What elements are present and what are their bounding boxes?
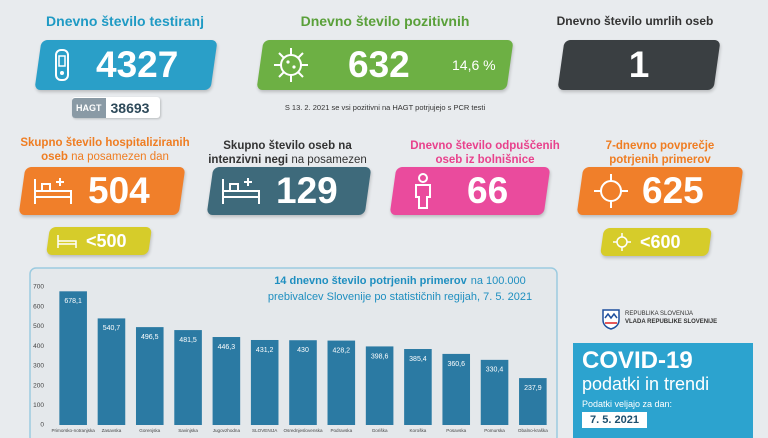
bar bbox=[212, 337, 241, 425]
y-tick-label: 700 bbox=[33, 284, 44, 291]
positive-box: 632 14,6 % bbox=[256, 40, 514, 90]
valid-date: 7. 5. 2021 bbox=[582, 412, 647, 428]
value-label: 431,2 bbox=[256, 347, 274, 354]
x-tick-label: Goriška bbox=[372, 428, 388, 433]
bar bbox=[404, 349, 432, 425]
y-tick-label: 600 bbox=[33, 303, 44, 310]
note: S 13. 2. 2021 se vsi pozitivni na HAGT p… bbox=[284, 103, 486, 112]
bed-icon-small bbox=[57, 235, 77, 248]
hospitalized-threshold-box: <500 bbox=[46, 227, 152, 255]
virus-icon bbox=[594, 174, 628, 208]
value-label: 330,4 bbox=[486, 367, 504, 374]
y-tick-label: 500 bbox=[33, 323, 44, 330]
x-tick-label: Gorenjska bbox=[139, 428, 160, 433]
value-label: 398,6 bbox=[371, 353, 389, 360]
tests-box: 4327 bbox=[34, 40, 218, 90]
chart-title-line2: prebivalcev Slovenije po statističnih re… bbox=[268, 291, 532, 303]
x-tick-label: Jugovzhodna bbox=[213, 428, 241, 433]
bar bbox=[442, 353, 471, 425]
bar bbox=[174, 330, 202, 425]
icu-title: Skupno število oseb na intenzivni negi bbox=[208, 140, 352, 166]
virus-icon-small bbox=[613, 233, 631, 251]
hagt-box: HAGT 38693 bbox=[72, 97, 160, 118]
x-tick-label: Zasavska bbox=[102, 428, 122, 433]
bed-icon bbox=[34, 178, 72, 204]
x-tick-label: Posavska bbox=[446, 428, 466, 433]
x-tick-label: Primorsko-notranjska bbox=[51, 428, 95, 433]
icu-box: 129 bbox=[206, 167, 372, 215]
value-label: 385,4 bbox=[409, 356, 427, 363]
valid-label: Podatki veljajo za dan: bbox=[582, 399, 673, 409]
tests-label: Dnevno število testiranj bbox=[46, 13, 204, 29]
avg7-box: 625 bbox=[576, 167, 744, 215]
hospitalized-title: Skupno število hospitaliziranih oseb bbox=[20, 137, 190, 163]
x-tick-label: Savinjska bbox=[178, 428, 198, 433]
value-label: 481,5 bbox=[179, 337, 197, 344]
hagt-value: 38693 bbox=[110, 99, 150, 116]
value-label: 430 bbox=[297, 347, 309, 354]
gov-line1: REPUBLIKA SLOVENIJA bbox=[625, 311, 694, 317]
bar bbox=[135, 327, 164, 425]
y-tick-label: 0 bbox=[40, 422, 44, 429]
hagt-label: HAGT bbox=[72, 97, 106, 118]
positive-label: Dnevno število pozitivnih bbox=[300, 13, 470, 29]
x-tick-label: Osrednjeslovenska bbox=[283, 428, 323, 433]
gov-line2: VLADA REPUBLIKE SLOVENIJE bbox=[625, 319, 718, 325]
value-label: 360,6 bbox=[447, 361, 465, 368]
value-label: 237,9 bbox=[524, 385, 542, 392]
bar bbox=[519, 378, 547, 425]
y-tick-label: 400 bbox=[33, 343, 44, 350]
hospitalized-sub: na posamezen dan bbox=[71, 151, 169, 163]
discharged-label: Dnevno število odpuščenih oseb iz bolniš… bbox=[410, 140, 560, 166]
y-tick-label: 200 bbox=[33, 382, 44, 389]
covid-subtitle: podatki in trendi bbox=[582, 374, 710, 394]
covid-title: COVID-19 bbox=[582, 347, 693, 374]
gov-logo bbox=[602, 309, 620, 330]
value-label: 540,7 bbox=[103, 325, 121, 332]
value-label: 678,1 bbox=[64, 298, 82, 305]
virus-icon bbox=[274, 48, 308, 82]
x-tick-label: Koroška bbox=[409, 428, 426, 433]
discharged-box: 66 bbox=[389, 167, 551, 215]
avg7-label: 7-dnevno povprečje potrjenih primerov bbox=[605, 140, 715, 166]
chart-title: 14 dnevno število potrjenih primerov na 1… bbox=[274, 275, 526, 287]
chart-title-rest: na 100.000 bbox=[471, 275, 526, 287]
bar bbox=[97, 318, 126, 425]
bar bbox=[327, 340, 356, 425]
avg7-threshold-box: <600 bbox=[600, 228, 712, 256]
x-tick-label: Podravska bbox=[330, 428, 352, 433]
bar bbox=[365, 346, 394, 425]
value-label: 428,2 bbox=[333, 347, 351, 354]
deaths-label: Dnevno število umrlih oseb bbox=[556, 14, 714, 28]
test-icon bbox=[55, 49, 69, 81]
icu-label: Skupno število oseb na intenzivni negi n… bbox=[205, 139, 370, 181]
person-icon bbox=[415, 173, 431, 209]
bar bbox=[59, 291, 87, 425]
x-tick-label: Obalno-kraška bbox=[518, 428, 548, 433]
x-tick-label: Pomurska bbox=[484, 428, 505, 433]
x-tick-label: SLOVENIJA bbox=[252, 428, 278, 433]
chart-title-bold: 14 dnevno število potrjenih primerov bbox=[274, 275, 467, 287]
hospitalized-box: 504 bbox=[18, 167, 186, 215]
hospitalized-label: Skupno število hospitaliziranih oseb na … bbox=[20, 136, 190, 164]
icu-icon bbox=[222, 178, 260, 204]
covid-box: COVID-19 podatki in trendi Podatki velja… bbox=[573, 343, 753, 438]
y-tick-label: 300 bbox=[33, 363, 44, 370]
bar bbox=[480, 359, 509, 425]
bar bbox=[289, 340, 317, 425]
y-tick-label: 100 bbox=[33, 402, 44, 409]
value-label: 496,5 bbox=[141, 334, 159, 341]
bar bbox=[250, 339, 279, 425]
value-label: 446,3 bbox=[218, 344, 236, 351]
